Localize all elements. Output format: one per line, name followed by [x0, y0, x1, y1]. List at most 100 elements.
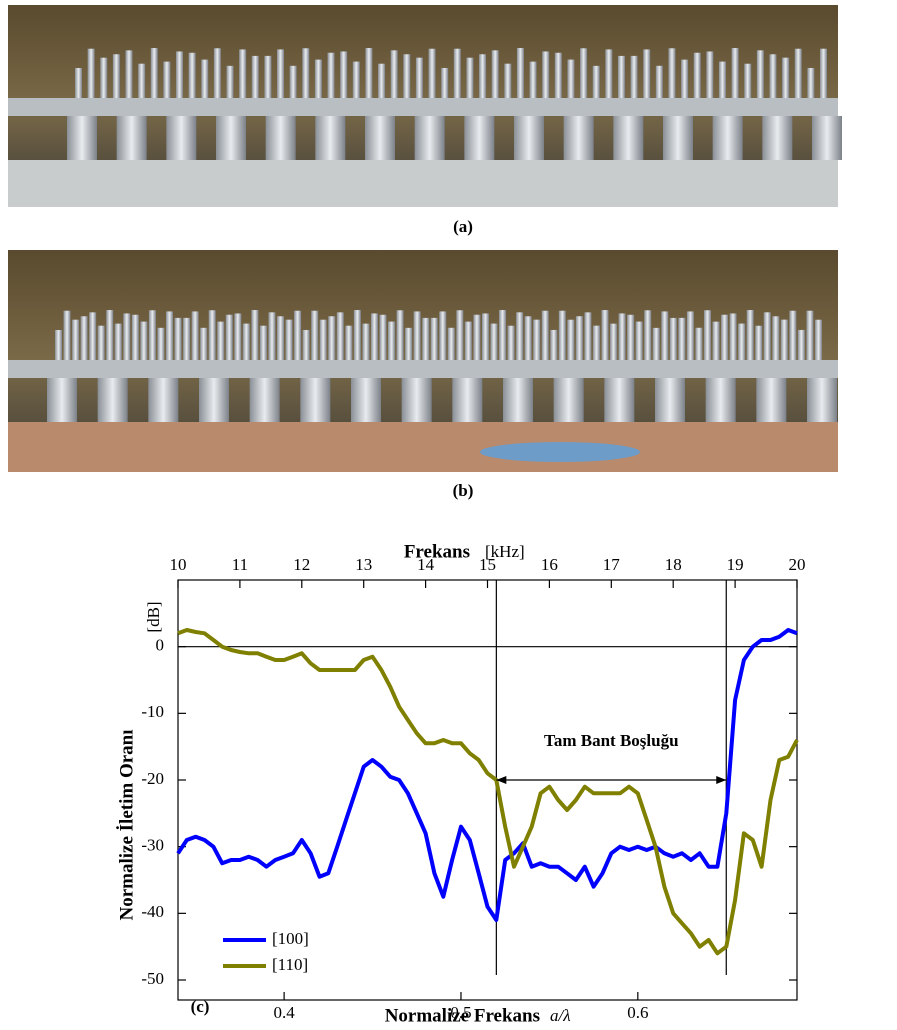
- pin: [601, 310, 609, 360]
- pin: [592, 325, 600, 360]
- rod: [199, 378, 229, 422]
- pin: [72, 319, 80, 360]
- pin: [251, 55, 259, 98]
- rod: [148, 378, 179, 422]
- rod: [97, 378, 128, 422]
- rod: [401, 378, 432, 422]
- pin: [174, 317, 182, 360]
- rod: [503, 378, 533, 422]
- pin: [251, 310, 259, 360]
- pin: [226, 65, 234, 98]
- pin: [584, 312, 592, 360]
- pin: [592, 65, 600, 98]
- y-tick-label: -20: [141, 769, 164, 788]
- rod: [216, 116, 246, 160]
- pin: [706, 51, 714, 98]
- pin: [285, 319, 293, 360]
- pin: [558, 310, 566, 360]
- pin: [340, 51, 348, 98]
- pin: [55, 330, 62, 360]
- x2-tick-label: 18: [665, 555, 682, 574]
- pin: [405, 327, 413, 360]
- pin: [755, 325, 763, 360]
- rod: [613, 116, 644, 160]
- pin: [627, 314, 635, 360]
- pin: [661, 311, 669, 360]
- pin: [131, 314, 139, 360]
- x2-tick-label: 11: [232, 555, 248, 574]
- pin: [191, 311, 199, 360]
- pin: [362, 323, 370, 360]
- panel-label: (c): [191, 997, 210, 1016]
- x2-tick-label: 10: [170, 555, 187, 574]
- plot-frame: [177, 579, 798, 1001]
- pin: [365, 48, 373, 98]
- pin: [294, 310, 302, 360]
- pin: [327, 52, 335, 98]
- x2-tick-label: 14: [417, 555, 435, 574]
- pin: [403, 54, 411, 98]
- pin: [200, 327, 208, 360]
- pin: [473, 314, 481, 360]
- pin: [529, 61, 537, 98]
- pin: [264, 55, 272, 98]
- pin: [789, 310, 797, 360]
- pin: [797, 329, 805, 360]
- pin: [464, 321, 472, 360]
- pin: [456, 310, 464, 360]
- y-tick-label: -10: [141, 702, 164, 721]
- pin: [289, 65, 297, 98]
- pin: [491, 50, 499, 98]
- pin: [605, 49, 613, 98]
- pin: [277, 49, 285, 98]
- pin: [820, 48, 827, 98]
- pin: [499, 310, 507, 360]
- pin: [201, 59, 209, 98]
- rod: [351, 378, 381, 422]
- pin: [655, 65, 663, 98]
- pin: [217, 321, 225, 360]
- pin: [428, 48, 436, 98]
- pin: [208, 310, 216, 360]
- photo-a: [8, 5, 842, 207]
- pin: [580, 48, 588, 98]
- pin: [413, 311, 421, 360]
- pin: [644, 310, 652, 360]
- pin: [504, 63, 512, 98]
- pin: [744, 63, 752, 98]
- pin: [524, 316, 532, 360]
- pin: [234, 313, 242, 360]
- x2-tick-label: 19: [727, 555, 744, 574]
- pin: [97, 325, 105, 360]
- pin: [89, 312, 97, 360]
- rod: [67, 116, 97, 160]
- pin: [378, 63, 386, 98]
- pin: [718, 61, 726, 98]
- rod: [300, 378, 331, 422]
- pin: [100, 57, 108, 98]
- pin: [668, 48, 676, 98]
- pin: [630, 55, 638, 98]
- pin: [345, 325, 353, 360]
- pin: [415, 57, 423, 98]
- pin: [794, 48, 802, 98]
- x2-tick-label: 20: [789, 555, 806, 574]
- pin: [213, 48, 221, 98]
- chart: 0 -10 -20 -30 -40 -50 0.4 0.5 0.6 10 11 12 13 14 15 16 1…: [116, 541, 805, 1026]
- pin: [441, 67, 449, 98]
- pin: [693, 52, 701, 98]
- rod: [249, 378, 280, 422]
- pin: [815, 319, 822, 360]
- x-tick-label: 0.4: [273, 1003, 295, 1022]
- pin: [686, 311, 694, 360]
- rod: [116, 116, 147, 160]
- pin: [731, 48, 739, 98]
- pin: [106, 310, 114, 360]
- pin: [157, 327, 165, 360]
- y-tick-label: -50: [141, 969, 164, 988]
- y-axis-title: Normalize İletim Oranı: [116, 729, 137, 920]
- rod: [464, 116, 495, 160]
- pin: [635, 321, 643, 360]
- pin: [466, 57, 474, 98]
